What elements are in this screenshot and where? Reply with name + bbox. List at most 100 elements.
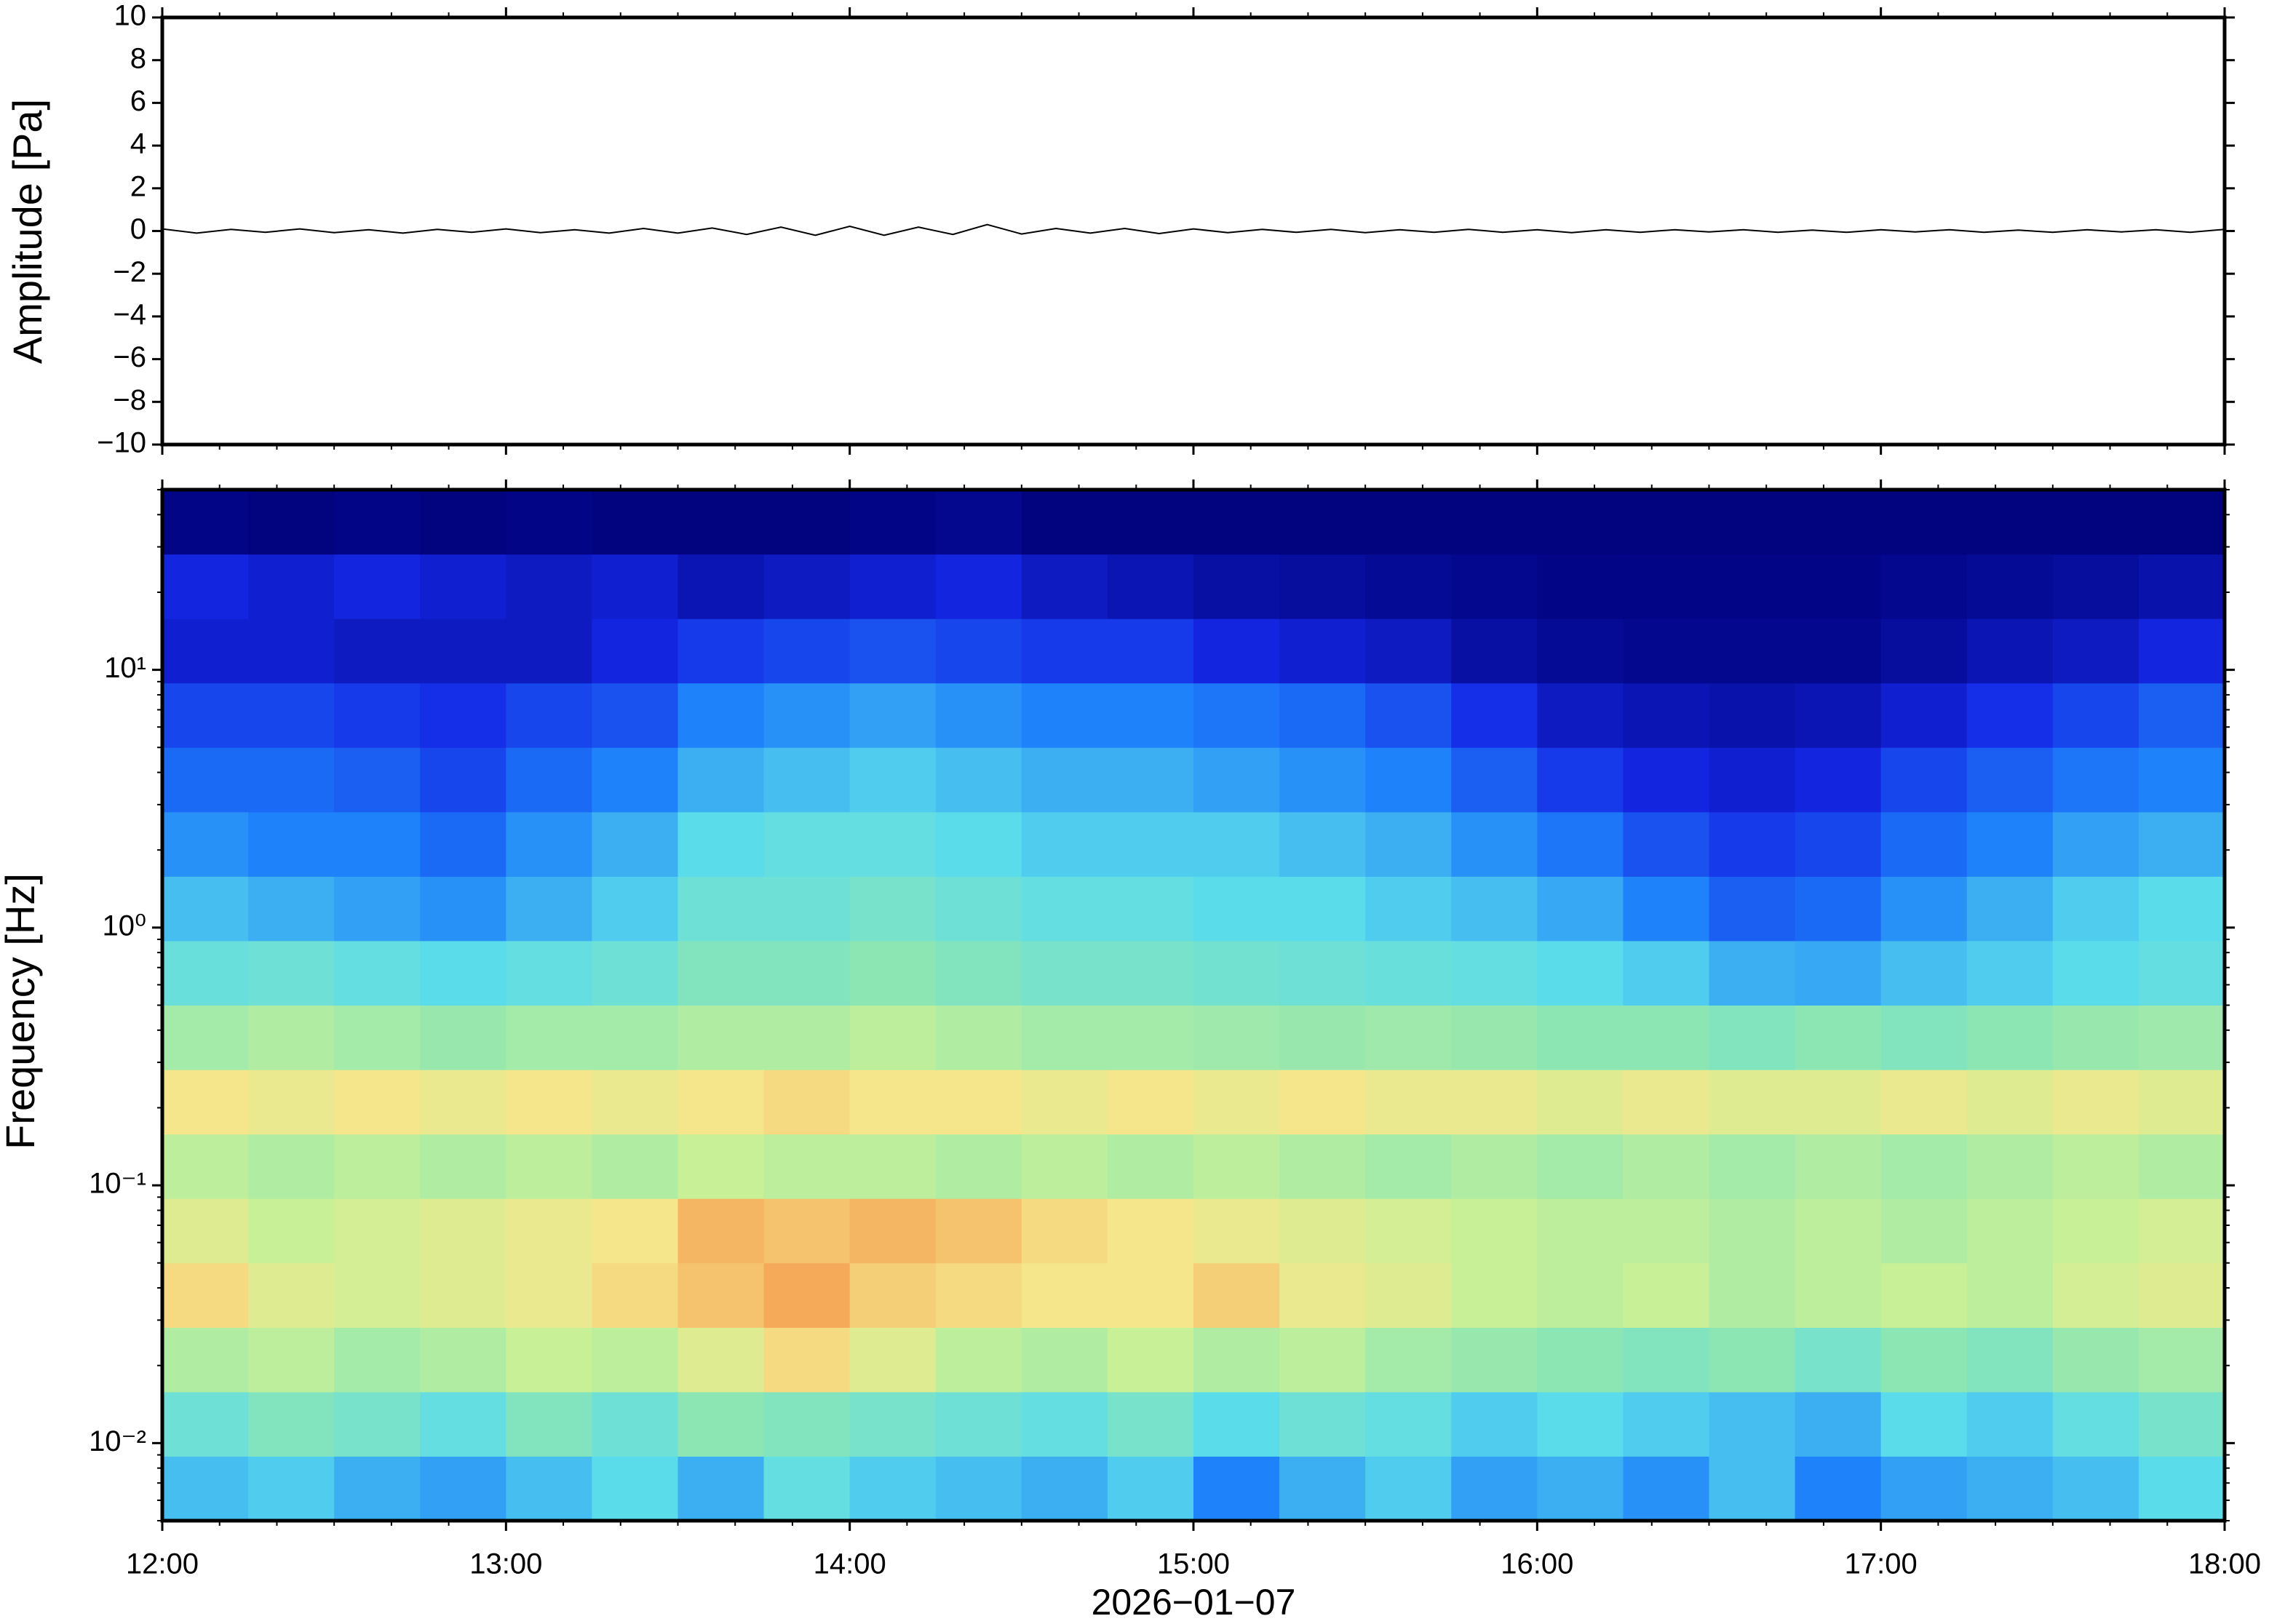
spectrogram-cell: [248, 1391, 335, 1457]
spectrogram-cell: [677, 618, 765, 684]
spectrogram-cell: [2138, 940, 2225, 1006]
spectrogram-cell: [2052, 1327, 2139, 1393]
y-tick-label: 6: [130, 85, 146, 117]
spectrogram-cell: [334, 1456, 421, 1521]
spectrogram-cell: [1880, 747, 1968, 813]
spectrogram-cell: [1107, 1262, 1194, 1328]
spectrogram-cell: [677, 682, 765, 748]
spectrogram-cell: [1880, 811, 1968, 877]
spectrogram-cell: [1795, 1327, 1882, 1393]
spectrogram-cell: [162, 554, 249, 619]
spectrogram-cell: [420, 876, 506, 942]
spectrogram-cell: [506, 1262, 592, 1328]
spectrogram-cell: [2138, 747, 2225, 813]
spectrogram-cell: [1193, 747, 1280, 813]
spectrogram-cell: [849, 1198, 937, 1264]
spectrogram-cell: [162, 1134, 249, 1199]
spectrogram-cell: [1966, 1005, 2054, 1070]
spectrogram-cell: [1279, 682, 1366, 748]
spectrogram-cell: [2138, 554, 2225, 619]
spectrogram-cell: [248, 940, 335, 1006]
spectrogram-cell: [2138, 618, 2225, 684]
spectrogram-cell: [1193, 1005, 1280, 1070]
spectrogram-cell: [763, 1327, 851, 1393]
spectrogram-cell: [1537, 1456, 1624, 1521]
y-tick-label: 0: [130, 213, 146, 245]
spectrogram-cell: [2052, 1262, 2139, 1328]
spectrogram-cell: [248, 1005, 335, 1070]
spectrogram-cell: [763, 1070, 851, 1135]
spectrogram-cell: [849, 554, 937, 619]
spectrogram-cell: [763, 554, 851, 619]
spectrogram-cell: [849, 1391, 937, 1457]
spectrogram-cell: [1709, 1005, 1796, 1070]
spectrogram-cell: [2138, 1456, 2225, 1521]
spectrogram-cell: [420, 1456, 506, 1521]
spectrogram-cell: [1623, 811, 1709, 877]
spectrogram-cell: [1365, 1456, 1452, 1521]
y-tick-label: 10⁰: [102, 909, 146, 942]
spectrogram-cell: [248, 747, 335, 813]
x-tick-label: 15:00: [1157, 1548, 1230, 1580]
spectrogram-cell: [1365, 1198, 1452, 1264]
spectrogram-cell: [1021, 1327, 1108, 1393]
spectrogram-cell: [162, 1327, 249, 1393]
spectrogram-cell: [592, 1391, 678, 1457]
spectrogram-cell: [1365, 747, 1452, 813]
spectrogram-cell: [1966, 811, 2054, 877]
spectrogram-cell: [2138, 1070, 2225, 1135]
spectrogram-cell: [677, 876, 765, 942]
spectrogram-cell: [1880, 1070, 1968, 1135]
spectrogram-cell: [1451, 940, 1538, 1006]
spectrogram-cell: [1193, 811, 1280, 877]
spectrogram-cell: [1537, 876, 1624, 942]
spectrogram-cell: [1193, 618, 1280, 684]
spectrogram-cell: [935, 1456, 1022, 1521]
spectrogram-cell: [1880, 1134, 1968, 1199]
spectrogram-cell: [1880, 490, 1968, 555]
spectrogram-cell: [1451, 747, 1538, 813]
y-tick-label: −10: [97, 427, 146, 459]
spectrogram-cell: [1021, 490, 1108, 555]
spectrogram-cell: [2138, 811, 2225, 877]
spectrogram-cell: [2052, 682, 2139, 748]
spectrogram-cell: [763, 747, 851, 813]
spectrogram-cell: [1107, 1456, 1194, 1521]
spectrogram-cell: [2138, 490, 2225, 555]
y-tick-label: 10⁻¹: [89, 1168, 146, 1200]
spectrogram-cell: [248, 1134, 335, 1199]
spectrogram-cell: [1107, 682, 1194, 748]
spectrogram-cell: [334, 490, 421, 555]
spectrogram-cell: [506, 811, 592, 877]
spectrogram-cell: [1537, 1005, 1624, 1070]
spectrogram-cell: [1107, 940, 1194, 1006]
spectrogram-cell: [1537, 1198, 1624, 1264]
spectrogram-cell: [506, 1005, 592, 1070]
spectrogram-cell: [1880, 1198, 1968, 1264]
spectrogram-cell: [1193, 1070, 1280, 1135]
spectrogram-cell: [935, 747, 1022, 813]
spectrogram-cell: [592, 1262, 678, 1328]
spectrogram-cell: [1795, 1456, 1882, 1521]
spectrogram-cell: [1279, 1198, 1366, 1264]
spectrogram-cell: [677, 747, 765, 813]
spectrogram-cell: [1451, 1070, 1538, 1135]
spectrogram-cell: [1193, 1391, 1280, 1457]
spectrogram-cell: [592, 876, 678, 942]
spectrogram-cell: [1709, 1391, 1796, 1457]
spectrogram-cell: [1880, 1327, 1968, 1393]
spectrogram-cell: [1279, 554, 1366, 619]
spectrogram-cell: [248, 1327, 335, 1393]
spectrogram-cell: [2052, 1198, 2139, 1264]
spectrogram-cell: [1709, 1456, 1796, 1521]
spectrogram-cell: [1795, 1262, 1882, 1328]
spectrogram-cell: [1623, 876, 1709, 942]
spectrogram-cell: [506, 1456, 592, 1521]
spectrogram-cell: [592, 554, 678, 619]
spectrogram-cell: [1795, 747, 1882, 813]
spectrogram-cell: [1451, 682, 1538, 748]
spectrogram-cell: [248, 1456, 335, 1521]
spectrogram-cell: [592, 618, 678, 684]
spectrogram-cell: [334, 1198, 421, 1264]
spectrogram-cell: [334, 1391, 421, 1457]
